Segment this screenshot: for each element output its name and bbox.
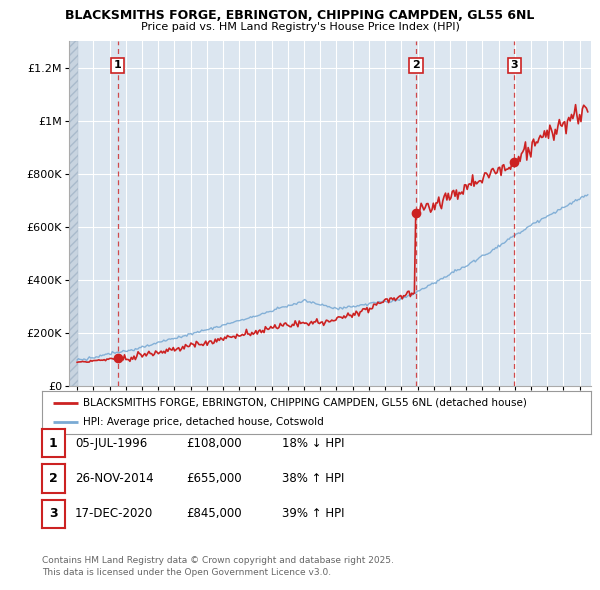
Text: 38% ↑ HPI: 38% ↑ HPI [282,472,344,485]
Text: 26-NOV-2014: 26-NOV-2014 [75,472,154,485]
Text: 3: 3 [49,507,58,520]
Text: £845,000: £845,000 [186,507,242,520]
Text: 1: 1 [49,437,58,450]
Text: 1: 1 [114,60,122,70]
Text: £108,000: £108,000 [186,437,242,450]
Text: BLACKSMITHS FORGE, EBRINGTON, CHIPPING CAMPDEN, GL55 6NL: BLACKSMITHS FORGE, EBRINGTON, CHIPPING C… [65,9,535,22]
Text: 2: 2 [49,472,58,485]
Text: Price paid vs. HM Land Registry's House Price Index (HPI): Price paid vs. HM Land Registry's House … [140,22,460,32]
Text: 3: 3 [511,60,518,70]
Text: Contains HM Land Registry data © Crown copyright and database right 2025.
This d: Contains HM Land Registry data © Crown c… [42,556,394,576]
Text: HPI: Average price, detached house, Cotswold: HPI: Average price, detached house, Cots… [83,417,324,427]
Text: 18% ↓ HPI: 18% ↓ HPI [282,437,344,450]
Text: 2: 2 [412,60,420,70]
Text: 39% ↑ HPI: 39% ↑ HPI [282,507,344,520]
Text: 05-JUL-1996: 05-JUL-1996 [75,437,147,450]
Text: £655,000: £655,000 [186,472,242,485]
Text: 17-DEC-2020: 17-DEC-2020 [75,507,153,520]
Text: BLACKSMITHS FORGE, EBRINGTON, CHIPPING CAMPDEN, GL55 6NL (detached house): BLACKSMITHS FORGE, EBRINGTON, CHIPPING C… [83,398,527,408]
